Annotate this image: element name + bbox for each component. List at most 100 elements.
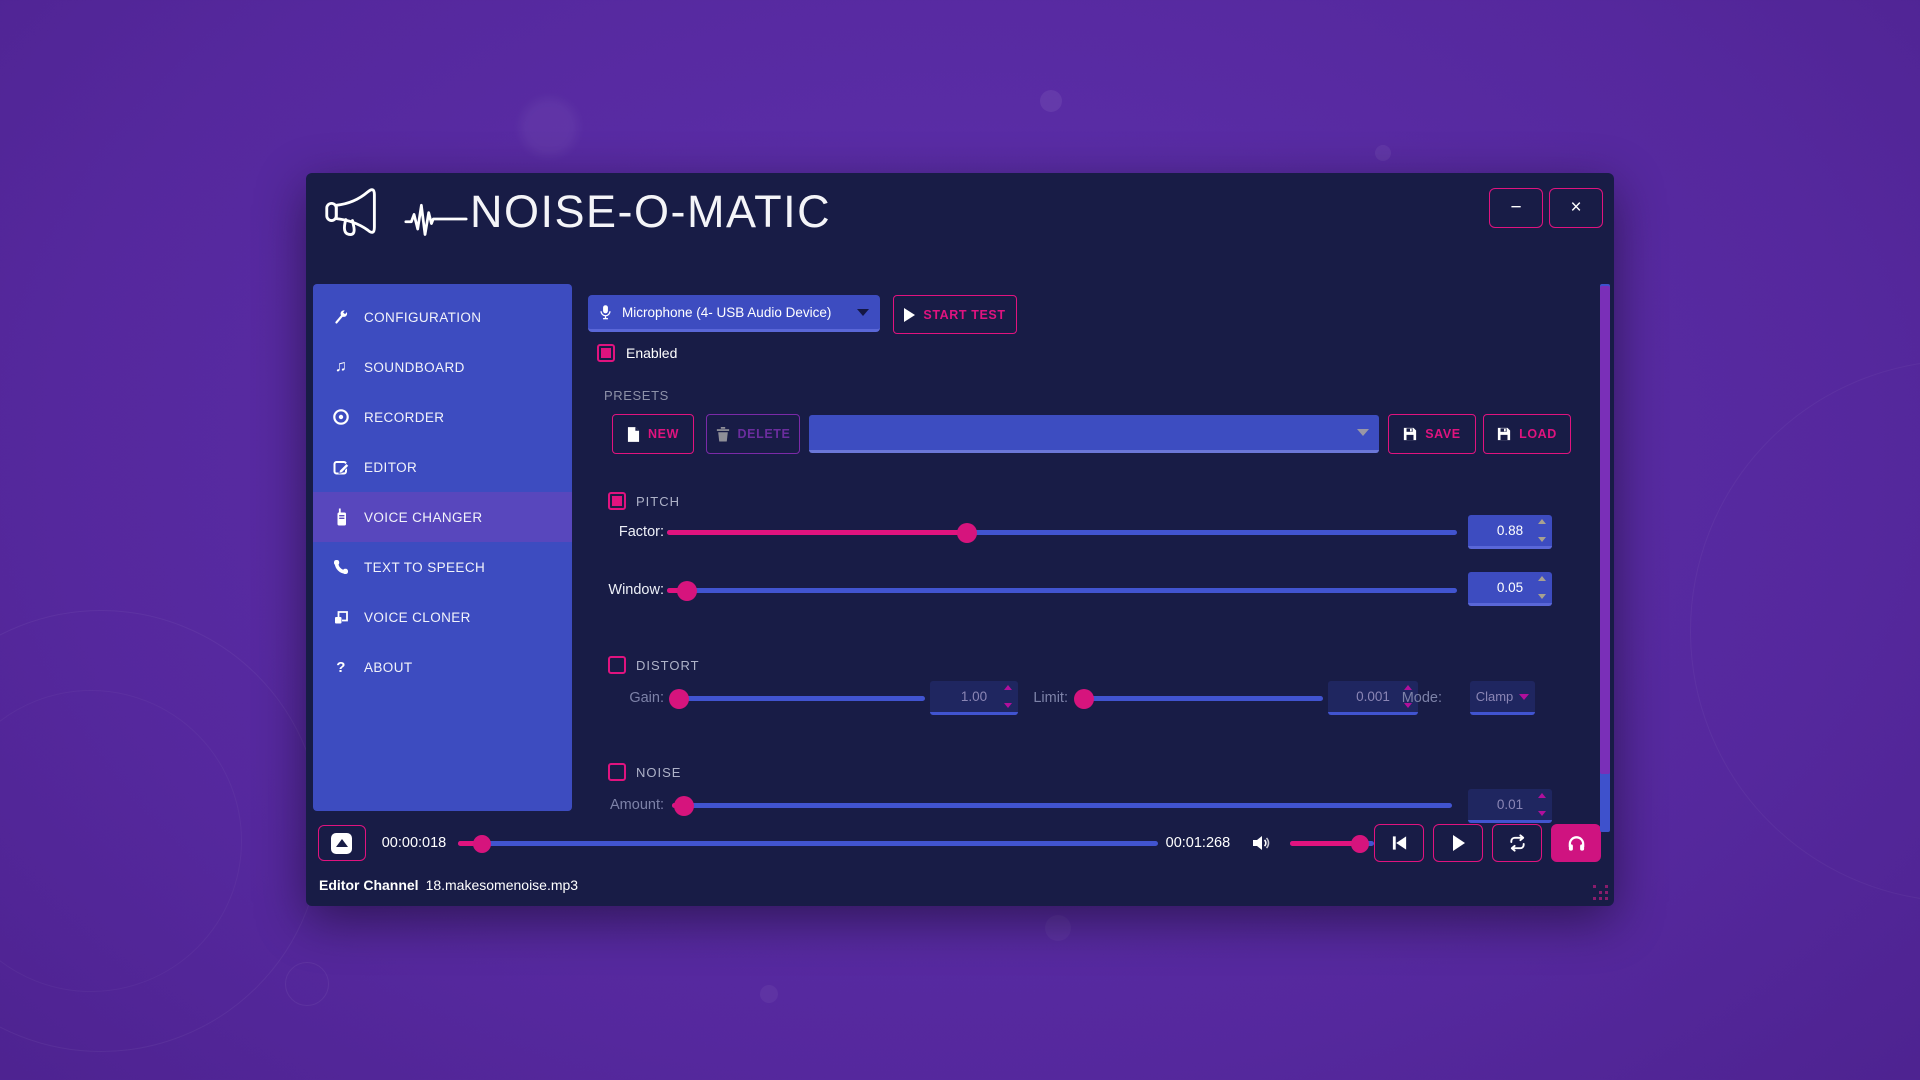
amount-slider[interactable] (672, 795, 1452, 816)
gain-slider-thumb[interactable] (668, 688, 689, 709)
content-scrollbar[interactable] (1600, 284, 1610, 832)
voice-changer-panel: Microphone (4- USB Audio Device) START T… (588, 284, 1598, 823)
window-slider[interactable] (667, 580, 1457, 601)
edit-icon (331, 457, 351, 477)
factor-slider-thumb[interactable] (957, 522, 978, 543)
sidebar-item-about[interactable]: ? ABOUT (313, 642, 572, 692)
mode-select[interactable]: Clamp (1470, 681, 1535, 715)
player-bar: 00:00:018 00:01:268 (306, 823, 1614, 863)
preset-select[interactable] (809, 415, 1379, 453)
preset-save-button[interactable]: SAVE (1388, 414, 1476, 454)
pitch-checkbox[interactable] (608, 492, 626, 510)
chevron-down-icon (1357, 429, 1369, 436)
limit-slider[interactable] (1074, 688, 1323, 709)
preset-new-label: NEW (648, 427, 679, 441)
sidebar-item-text-to-speech[interactable]: TEXT TO SPEECH (313, 542, 572, 592)
bg-decoration (0, 690, 242, 992)
preset-delete-label: DELETE (737, 427, 791, 441)
noise-checkbox[interactable] (608, 763, 626, 781)
repeat-button[interactable] (1492, 824, 1542, 862)
spinner-up-icon[interactable] (1004, 685, 1012, 690)
monitor-headphones-button[interactable] (1551, 824, 1601, 862)
amount-value: 0.01 (1496, 797, 1524, 812)
preset-new-button[interactable]: NEW (612, 414, 694, 454)
app-title: NOISE-O-MATIC (470, 186, 832, 237)
window-slider-thumb[interactable] (676, 580, 697, 601)
bg-decoration (1690, 360, 1920, 902)
preset-load-button[interactable]: LOAD (1483, 414, 1571, 454)
preset-delete-button[interactable]: DELETE (706, 414, 800, 454)
minimize-icon: − (1510, 197, 1522, 218)
spinner-up-icon[interactable] (1404, 685, 1412, 690)
gain-value-spinner[interactable]: 1.00 (930, 681, 1018, 715)
seek-slider-thumb[interactable] (473, 834, 492, 853)
speaker-icon[interactable] (1252, 835, 1274, 851)
mode-label: Mode: (1401, 690, 1442, 706)
scrollbar-thumb[interactable] (1600, 286, 1610, 774)
spinner-up-icon[interactable] (1538, 793, 1546, 798)
waveform-icon (404, 203, 468, 236)
headphones-icon (1567, 834, 1586, 852)
play-icon (904, 307, 916, 322)
input-device-value: Microphone (4- USB Audio Device) (622, 304, 832, 320)
amount-label: Amount: (610, 797, 664, 813)
spinner-up-icon[interactable] (1538, 519, 1546, 524)
spinner-down-icon[interactable] (1538, 811, 1546, 816)
volume-slider[interactable] (1289, 833, 1374, 853)
start-test-button[interactable]: START TEST (893, 295, 1017, 334)
distort-checkbox[interactable] (608, 656, 626, 674)
gain-slider[interactable] (668, 688, 925, 709)
factor-value-spinner[interactable]: 0.88 (1468, 515, 1552, 549)
skip-to-start-button[interactable] (1374, 824, 1424, 862)
sidebar-item-voice-cloner[interactable]: VOICE CLONER (313, 592, 572, 642)
bg-decoration (1040, 90, 1062, 112)
volume-slider-thumb[interactable] (1351, 834, 1370, 853)
sidebar-item-soundboard[interactable]: ♫ SOUNDBOARD (313, 342, 572, 392)
limit-value-spinner[interactable]: 0.001 (1328, 681, 1418, 715)
spinner-down-icon[interactable] (1404, 703, 1412, 708)
amount-slider-thumb[interactable] (673, 795, 694, 816)
factor-slider[interactable] (667, 522, 1457, 543)
bg-decoration (285, 962, 329, 1006)
sidebar-item-label: VOICE CHANGER (364, 509, 483, 525)
factor-label: Factor: (618, 524, 664, 540)
play-button[interactable] (1433, 824, 1483, 862)
spinner-down-icon[interactable] (1538, 594, 1546, 599)
record-icon (331, 407, 351, 427)
eject-icon (331, 832, 353, 854)
eject-button[interactable] (318, 825, 366, 861)
sidebar-item-label: SOUNDBOARD (364, 359, 465, 375)
close-button[interactable]: × (1549, 188, 1603, 228)
amount-value-spinner[interactable]: 0.01 (1468, 789, 1552, 823)
seek-slider[interactable] (457, 833, 1158, 853)
sidebar-item-voice-changer[interactable]: VOICE CHANGER (313, 492, 572, 542)
gain-label: Gain: (629, 690, 664, 706)
factor-value: 0.88 (1496, 523, 1524, 538)
window-label: Window: (608, 582, 664, 598)
sidebar-item-configuration[interactable]: CONFIGURATION (313, 292, 572, 342)
minimize-button[interactable]: − (1489, 188, 1543, 228)
sidebar-item-label: ABOUT (364, 659, 413, 675)
sidebar-item-recorder[interactable]: RECORDER (313, 392, 572, 442)
status-channel: Editor Channel (319, 876, 419, 893)
bg-decoration (1375, 145, 1391, 161)
spinner-up-icon[interactable] (1538, 576, 1546, 581)
enabled-checkbox[interactable] (597, 344, 615, 362)
sidebar-item-editor[interactable]: EDITOR (313, 442, 572, 492)
spinner-down-icon[interactable] (1538, 537, 1546, 542)
gain-value: 1.00 (960, 689, 988, 704)
limit-value: 0.001 (1356, 689, 1390, 704)
input-device-select[interactable]: Microphone (4- USB Audio Device) (588, 295, 880, 332)
bg-decoration (520, 98, 578, 156)
spinner-down-icon[interactable] (1004, 703, 1012, 708)
bg-decoration (1045, 915, 1071, 941)
bg-decoration (0, 610, 322, 1052)
trash-icon (716, 426, 730, 442)
repeat-icon (1508, 834, 1527, 852)
preset-save-label: SAVE (1425, 427, 1461, 441)
resize-grip-icon[interactable] (1591, 883, 1607, 899)
elapsed-time: 00:00:018 (381, 835, 447, 851)
limit-slider-thumb[interactable] (1074, 688, 1095, 709)
window-value-spinner[interactable]: 0.05 (1468, 572, 1552, 606)
pitch-section-title: PITCH (636, 493, 680, 509)
